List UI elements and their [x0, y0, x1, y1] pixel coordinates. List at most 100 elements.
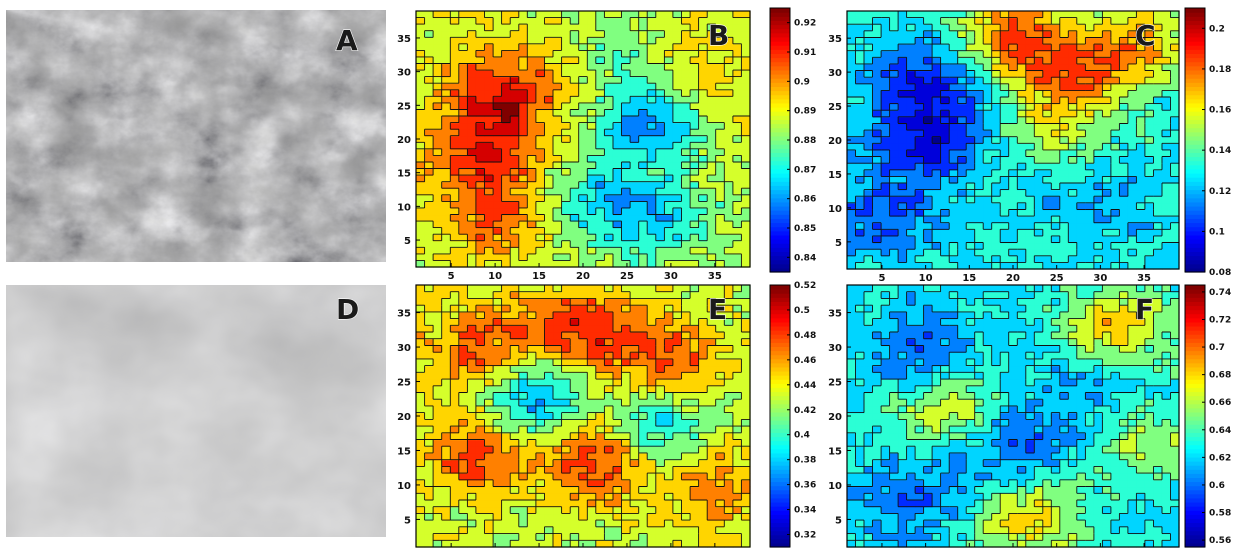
colorbar-swatch — [770, 160, 790, 166]
heatmap-cell — [424, 513, 434, 521]
heatmap-cell — [732, 318, 743, 326]
heatmap-cell — [881, 229, 891, 237]
heatmap-cell — [587, 43, 597, 51]
y-tick-label: 35 — [397, 34, 411, 45]
heatmap-cell — [612, 56, 623, 65]
heatmap-cell — [898, 50, 908, 58]
heatmap-cell — [957, 540, 967, 548]
heatmap-cell — [561, 466, 571, 474]
heatmap-cell — [932, 149, 942, 158]
heatmap-cell — [741, 11, 751, 19]
heatmap-cell — [724, 247, 734, 255]
heatmap-cell — [450, 30, 460, 38]
heatmap-cell — [595, 493, 606, 501]
heatmap-cell — [915, 57, 925, 65]
heatmap-cell — [983, 533, 993, 541]
heatmap-cell — [741, 540, 751, 548]
heatmap-cell — [433, 83, 443, 91]
heatmap-cell — [655, 540, 665, 548]
heatmap-cell — [475, 305, 486, 313]
heatmap-cell — [570, 298, 580, 306]
heatmap-cell — [1085, 30, 1095, 39]
heatmap-cell — [1110, 222, 1121, 230]
heatmap-cell — [664, 247, 674, 255]
heatmap-cell — [847, 149, 857, 158]
heatmap-cell — [518, 247, 528, 255]
heatmap-cell — [441, 452, 451, 461]
colorbar-swatch — [770, 411, 790, 417]
heatmap-cell — [561, 234, 571, 242]
y-tick-label: 30 — [397, 68, 411, 79]
heatmap-cell — [535, 102, 546, 111]
heatmap-cell — [587, 76, 597, 84]
heatmap-cell — [1085, 163, 1095, 171]
heatmap-cell — [544, 89, 554, 97]
heatmap-cell — [458, 345, 468, 353]
heatmap-cell — [707, 234, 717, 242]
heatmap-cell — [467, 305, 477, 313]
heatmap-cell — [741, 325, 751, 333]
heatmap-cell — [872, 235, 882, 244]
heatmap-cell — [1119, 249, 1129, 257]
colorbar-swatch — [1185, 152, 1205, 158]
heatmap-cell — [715, 24, 725, 32]
heatmap-cell — [621, 175, 631, 183]
heatmap-cell — [501, 439, 511, 447]
heatmap-cell — [433, 181, 443, 189]
heatmap-cell — [450, 486, 460, 494]
heatmap-cell — [621, 102, 631, 111]
heatmap-cell — [898, 37, 908, 45]
heatmap-cell — [647, 11, 657, 19]
heatmap-cell — [638, 412, 648, 420]
heatmap-cell — [898, 183, 908, 191]
heatmap-cell — [621, 446, 631, 454]
heatmap-cell — [621, 17, 631, 25]
heatmap-cell — [630, 345, 640, 353]
heatmap-cell — [1034, 110, 1044, 118]
heatmap-cell — [638, 446, 648, 454]
heatmap-cell — [553, 201, 563, 209]
colorbar-swatch — [770, 267, 790, 273]
heatmap-cell — [630, 122, 640, 130]
heatmap-cell — [518, 473, 528, 481]
heatmap-cell — [698, 201, 708, 209]
heatmap-cell — [915, 249, 925, 257]
heatmap-cell — [872, 136, 882, 144]
heatmap-cell — [1136, 149, 1146, 158]
heatmap-cell — [974, 540, 984, 548]
heatmap-cell — [612, 201, 623, 209]
heatmap-cell — [724, 155, 734, 163]
heatmap-cell — [957, 149, 967, 158]
heatmap-cell — [484, 83, 494, 91]
heatmap-cell — [561, 135, 571, 143]
heatmap-cell — [864, 37, 874, 45]
heatmap-cell — [1170, 222, 1180, 230]
heatmap-cell — [441, 392, 451, 400]
heatmap-cell — [983, 63, 993, 72]
heatmap-cell — [587, 24, 597, 32]
heatmap-cell — [587, 188, 597, 196]
heatmap-cell — [1110, 189, 1121, 197]
heatmap-cell — [630, 338, 640, 347]
x-tick-label: 10 — [919, 273, 933, 284]
heatmap-cell — [1102, 30, 1112, 39]
heatmap-cell — [493, 260, 503, 268]
heatmap-cell — [612, 17, 623, 25]
heatmap-cell — [501, 116, 511, 124]
heatmap-cell — [493, 11, 503, 19]
heatmap-cell — [467, 37, 477, 45]
heatmap-cell — [544, 50, 554, 58]
heatmap-cell — [741, 240, 751, 248]
heatmap-cell — [1034, 97, 1044, 105]
heatmap-cell — [915, 37, 925, 45]
heatmap-cell — [864, 77, 874, 85]
heatmap-cell — [898, 235, 908, 244]
heatmap-cell — [672, 358, 683, 367]
heatmap-cell — [433, 399, 443, 407]
heatmap-cell — [991, 130, 1001, 138]
heatmap-cell — [475, 234, 486, 242]
heatmap-cell — [1093, 110, 1103, 118]
heatmap-cell — [493, 285, 503, 293]
heatmap-cell — [510, 214, 520, 222]
heatmap-cell — [527, 365, 537, 373]
